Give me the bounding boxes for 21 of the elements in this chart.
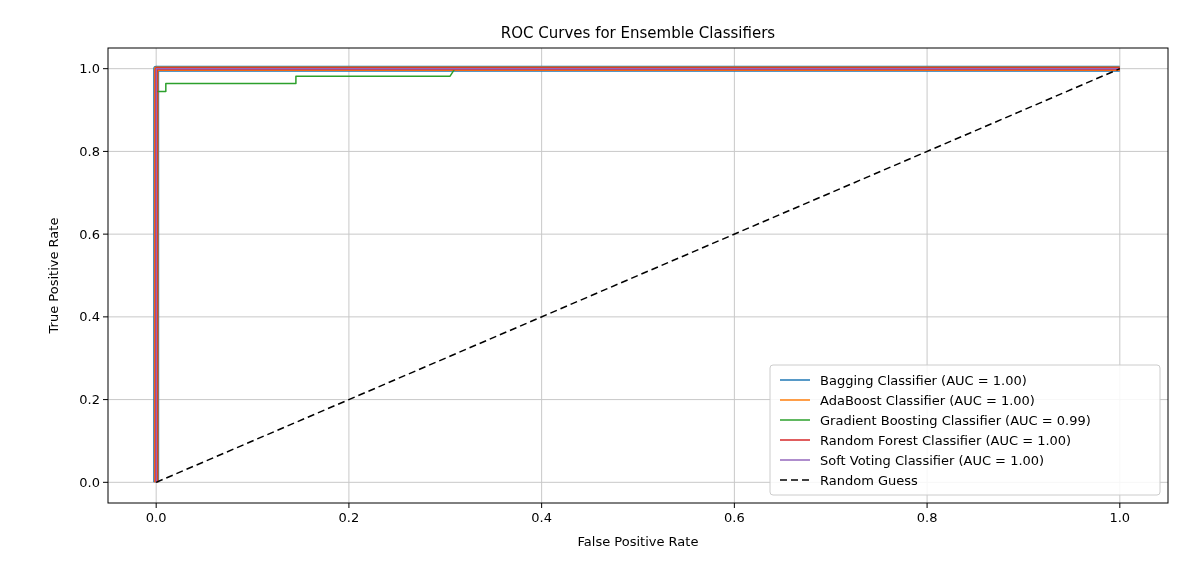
y-tick-label: 0.6 (79, 226, 100, 242)
y-tick-label: 0.4 (79, 309, 100, 325)
legend-label: Bagging Classifier (AUC = 1.00) (820, 372, 1027, 388)
chart-title: ROC Curves for Ensemble Classifiers (500, 24, 776, 42)
x-tick-label: 0.2 (338, 510, 360, 525)
x-tick-label: 0.4 (531, 510, 552, 525)
x-tick-label: 0.8 (916, 510, 938, 525)
x-tick-label: 1.0 (1109, 510, 1131, 525)
y-tick-label: 0.0 (79, 474, 100, 490)
y-tick-label: 1.0 (79, 61, 100, 77)
legend-label: Random Guess (820, 472, 919, 488)
y-tick-label: 0.8 (79, 143, 100, 159)
legend-label: Soft Voting Classifier (AUC = 1.00) (820, 452, 1045, 468)
legend-label: Random Forest Classifier (AUC = 1.00) (820, 432, 1072, 448)
x-tick-label: 0.6 (724, 510, 745, 525)
legend-label: Gradient Boosting Classifier (AUC = 0.99) (820, 412, 1091, 428)
y-tick-label: 0.2 (79, 392, 100, 408)
x-tick-label: 0.0 (145, 510, 167, 525)
x-axis-title: False Positive Rate (577, 534, 699, 549)
y-axis-title: True Positive Rate (46, 217, 61, 335)
legend-label: AdaBoost Classifier (AUC = 1.00) (820, 392, 1035, 408)
